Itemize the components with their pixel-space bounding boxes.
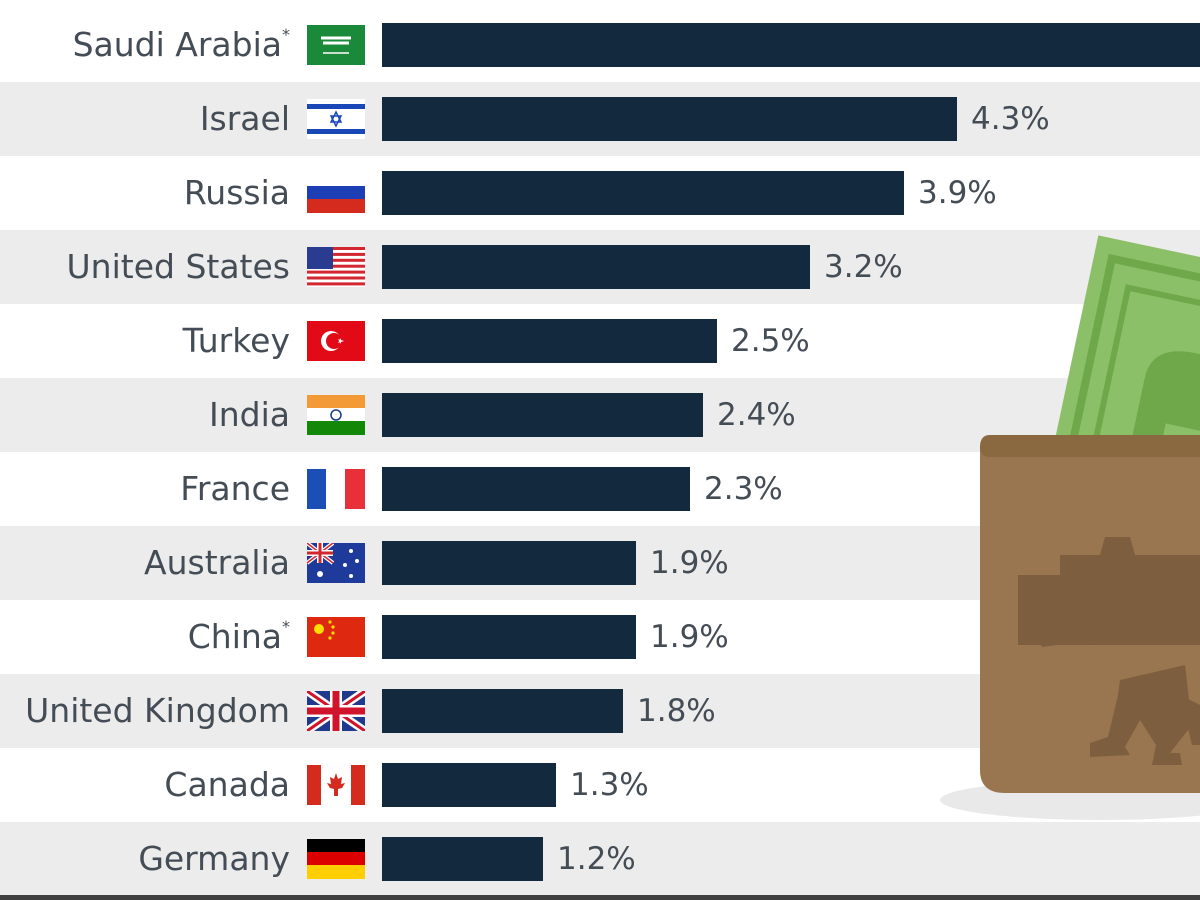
category-label: Australia — [144, 526, 290, 600]
russia-flag-icon — [307, 173, 365, 213]
germany-flag-icon — [307, 839, 365, 879]
bar-australia — [382, 541, 636, 585]
value-label: 4.3% — [971, 101, 1050, 137]
category-label-text: Turkey — [182, 321, 290, 360]
united-kingdom-flag-icon — [307, 691, 365, 731]
bottom-divider — [0, 895, 1200, 900]
category-label-text: United Kingdom — [25, 691, 290, 730]
category-label: United Kingdom — [25, 674, 290, 748]
category-label-text: Australia — [144, 543, 290, 582]
category-label-text: United States — [66, 247, 290, 286]
value-label: 1.8% — [637, 693, 716, 729]
bar-russia — [382, 171, 904, 215]
value-label: 3.9% — [918, 175, 997, 211]
category-label-text: Israel — [199, 99, 290, 138]
category-label-text: China — [187, 617, 282, 656]
category-label: Canada — [164, 748, 290, 822]
category-label: Turkey — [183, 304, 290, 378]
category-label: Israel — [200, 82, 290, 156]
israel-flag-icon — [307, 99, 365, 139]
category-label: France — [180, 452, 290, 526]
value-label: 2.4% — [717, 397, 796, 433]
china-flag-icon — [307, 617, 365, 657]
saudi-arabia-flag-icon — [307, 25, 365, 65]
category-label: India — [209, 378, 290, 452]
bar-canada — [382, 763, 556, 807]
chart-row-china: China* 1.9% — [0, 600, 1200, 674]
category-label-text: Saudi Arabia — [72, 25, 282, 64]
category-label: Saudi Arabia* — [73, 8, 290, 82]
category-label: Germany — [138, 822, 290, 896]
chart-row-saudi-arabia: Saudi Arabia* — [0, 8, 1200, 82]
chart-row-germany: Germany 1.2% — [0, 822, 1200, 896]
turkey-flag-icon — [307, 321, 365, 361]
category-label-text: India — [209, 395, 290, 434]
bar-israel — [382, 97, 957, 141]
united-states-flag-icon — [307, 247, 365, 287]
value-label: 1.9% — [650, 619, 729, 655]
india-flag-icon — [307, 395, 365, 435]
chart-row-united-states: United States 3.2% — [0, 230, 1200, 304]
bar-india — [382, 393, 703, 437]
value-label: 3.2% — [824, 249, 903, 285]
footnote-mark: * — [282, 617, 290, 636]
category-label: China* — [188, 600, 290, 674]
value-label: 2.5% — [731, 323, 810, 359]
bar-china — [382, 615, 636, 659]
bar-saudi-arabia — [382, 23, 1200, 67]
france-flag-icon — [307, 469, 365, 509]
value-label: 1.3% — [570, 767, 649, 803]
money-wallet-illustration — [940, 235, 1200, 820]
footnote-mark: * — [282, 25, 290, 44]
value-label: 1.9% — [650, 545, 729, 581]
category-label-text: Germany — [138, 839, 290, 878]
chart-row-israel: Israel 4.3% — [0, 82, 1200, 156]
bar-france — [382, 467, 690, 511]
bar-germany — [382, 837, 543, 881]
chart-row-canada: Canada 1.3% — [0, 748, 1200, 822]
chart-row-russia: Russia 3.9% — [0, 156, 1200, 230]
bar-united-kingdom — [382, 689, 623, 733]
canada-flag-icon — [307, 765, 365, 805]
bar-united-states — [382, 245, 810, 289]
chart-row-turkey: Turkey 2.5% — [0, 304, 1200, 378]
australia-flag-icon — [307, 543, 365, 583]
bar-turkey — [382, 319, 717, 363]
chart-row-france: France 2.3% — [0, 452, 1200, 526]
value-label: 1.2% — [557, 841, 636, 877]
category-label: United States — [67, 230, 290, 304]
category-label-text: Russia — [183, 173, 290, 212]
value-label: 2.3% — [704, 471, 783, 507]
category-label: Russia — [184, 156, 290, 230]
category-label-text: Canada — [164, 765, 290, 804]
category-label-text: France — [180, 469, 290, 508]
chart-row-australia: Australia 1.9% — [0, 526, 1200, 600]
